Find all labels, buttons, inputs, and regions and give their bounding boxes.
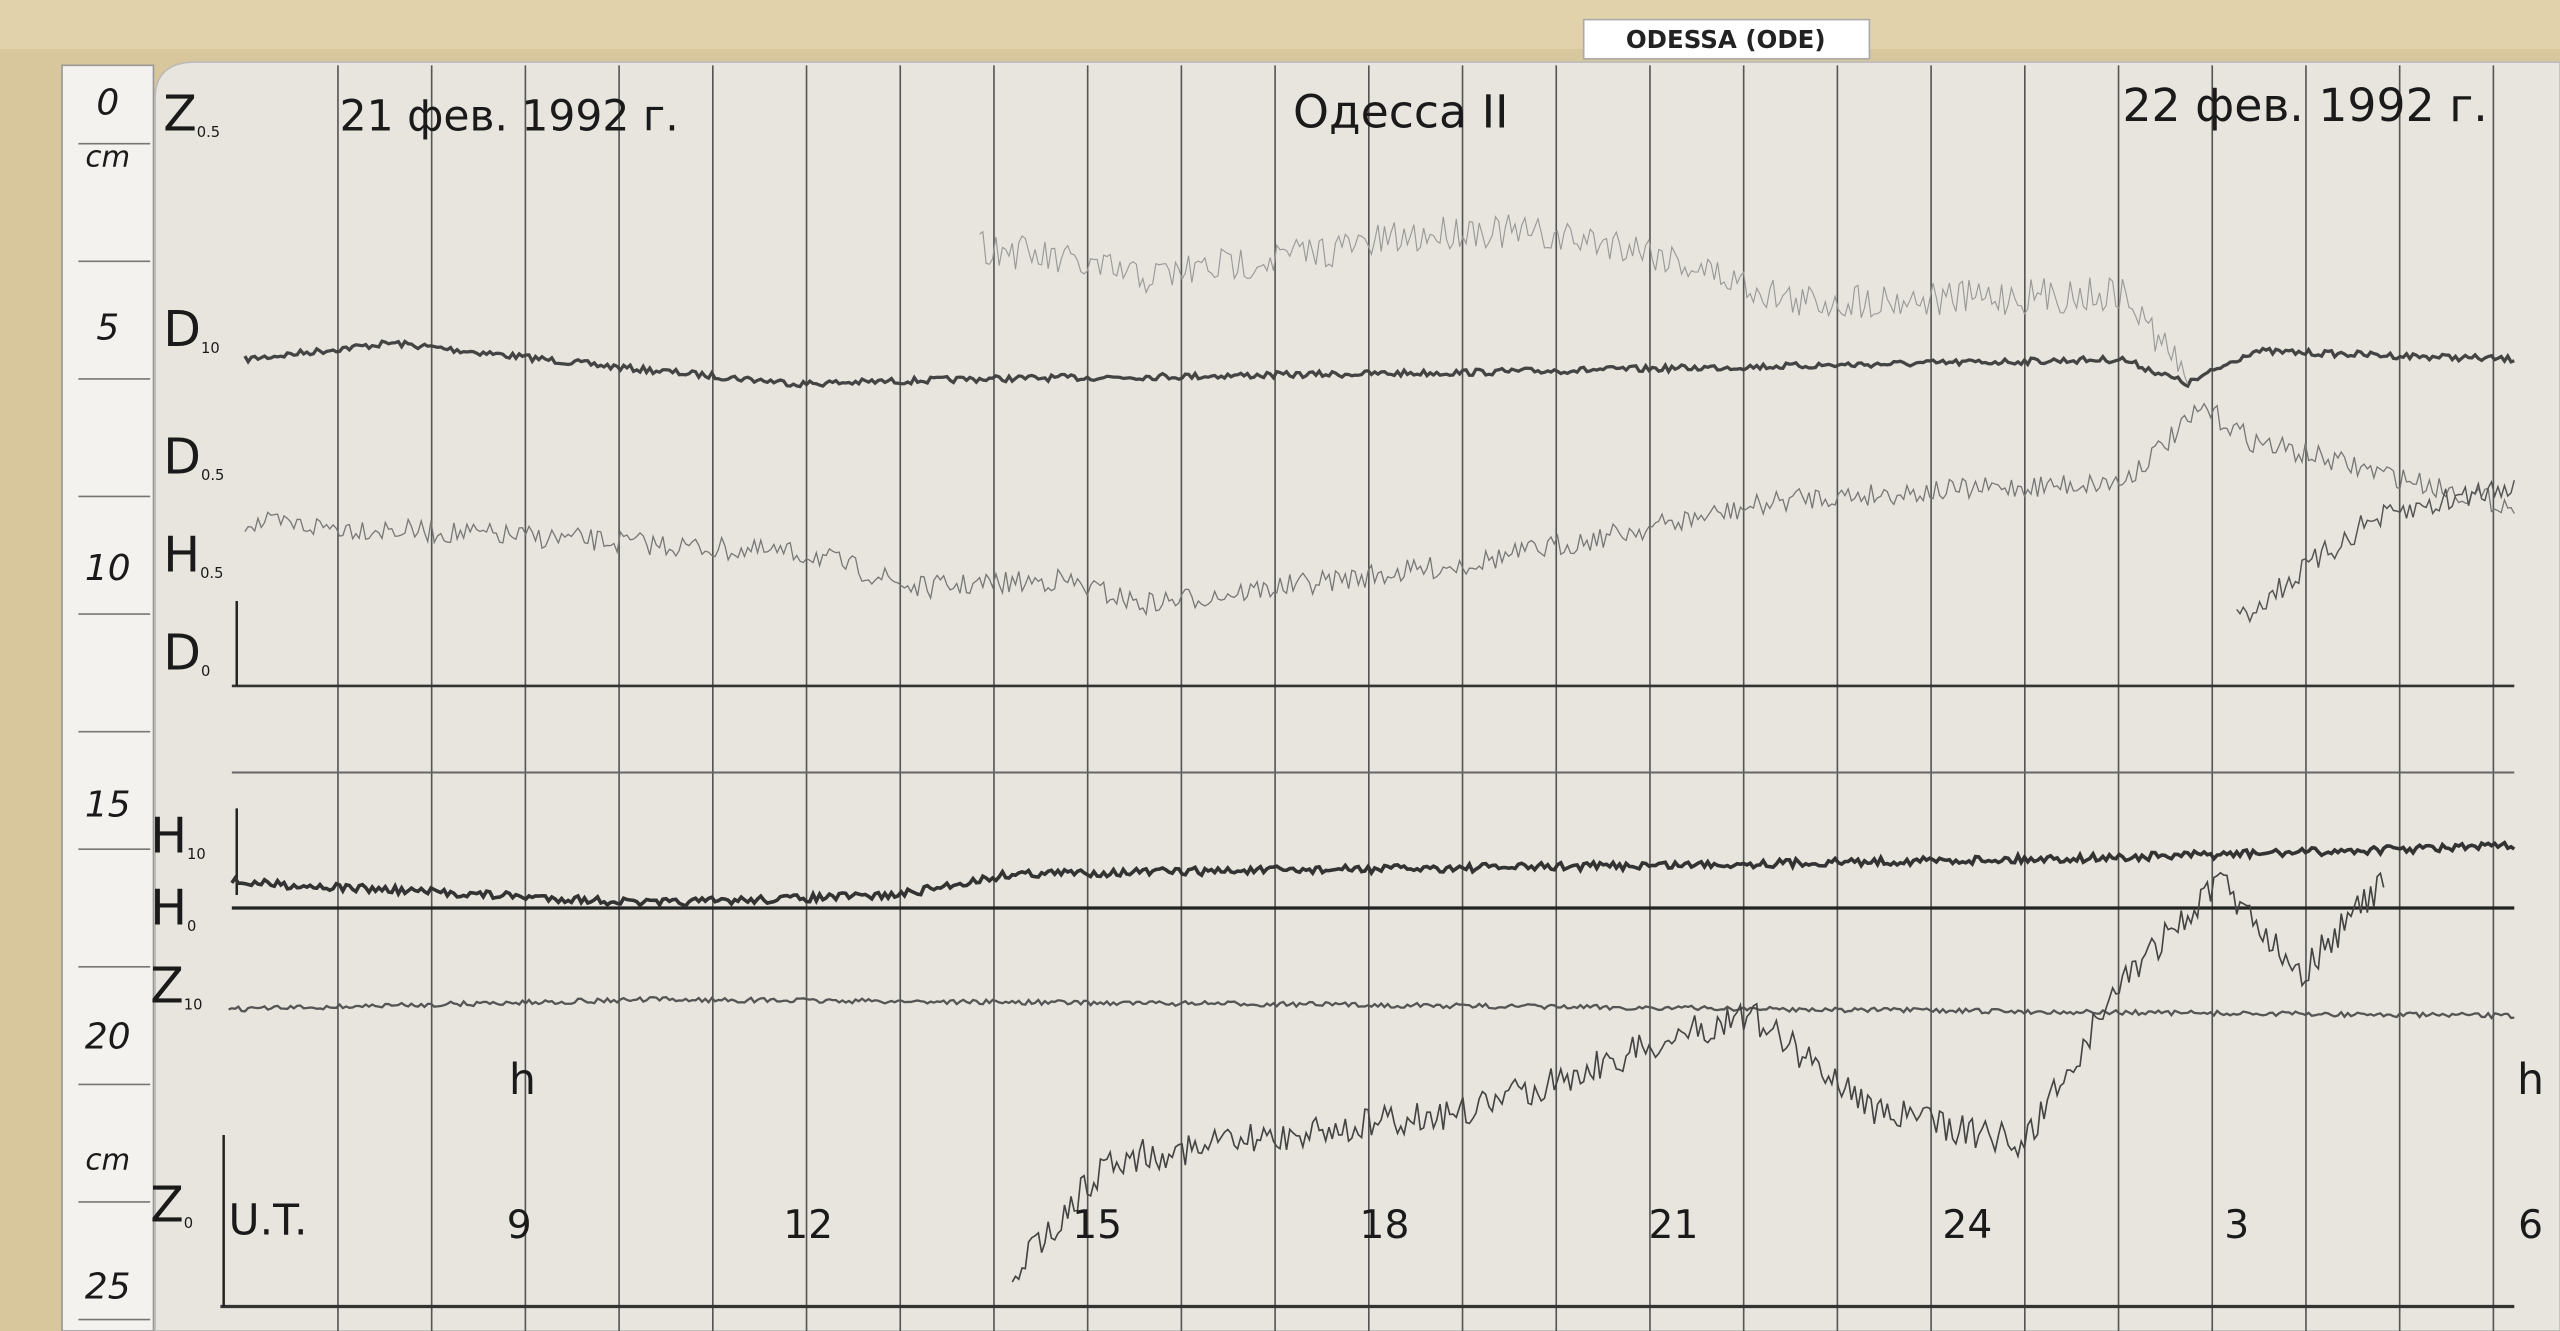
- ruler-label: 25: [85, 1266, 131, 1307]
- trace-label: Z0.5: [163, 86, 220, 143]
- trace-label: H0: [150, 879, 196, 936]
- hour-label: 9: [507, 1203, 532, 1248]
- trace-label: D0: [163, 625, 210, 682]
- ruler-label: 15: [85, 785, 131, 826]
- trace-name: H: [163, 527, 200, 584]
- time-label: U.T.: [229, 1197, 308, 1246]
- hour-label: 15: [1072, 1203, 1122, 1248]
- trace-line: [228, 995, 2515, 1020]
- trace-line: [2236, 479, 2515, 624]
- trace-line: [979, 214, 2189, 385]
- trace-sub: 0.5: [200, 565, 223, 582]
- ruler-label: cm: [85, 1142, 130, 1176]
- trace-name: Z: [150, 1177, 184, 1234]
- trace-line: [244, 402, 2515, 617]
- trace-sub: 0.5: [201, 467, 224, 484]
- hour-label: 3: [2224, 1203, 2249, 1248]
- trace-label: D0.5: [163, 429, 224, 486]
- trace-name: H: [150, 879, 187, 936]
- ruler-strip: [61, 64, 155, 1331]
- trace-sub: 10: [201, 340, 220, 357]
- ruler-label: 10: [85, 548, 131, 589]
- hour-mark: h: [509, 1056, 536, 1105]
- chart-paper: [154, 61, 2560, 1331]
- wallpaper-top: [0, 0, 2560, 49]
- trace-name: H: [150, 807, 187, 864]
- trace-name: D: [163, 625, 201, 682]
- trace-name: D: [163, 301, 201, 358]
- trace-line: [230, 840, 2516, 909]
- hour-label: 24: [1942, 1203, 1992, 1248]
- hour-label: 18: [1360, 1203, 1410, 1248]
- trace-sub: 0: [187, 918, 196, 935]
- trace-sub: 10: [187, 846, 206, 863]
- trace-name: Z: [150, 958, 184, 1015]
- ruler-label: 5: [96, 308, 119, 349]
- hour-label: 21: [1649, 1203, 1699, 1248]
- ruler-label: 20: [85, 1016, 131, 1057]
- date-right: 22 фев. 1992 г.: [2122, 79, 2487, 132]
- labels: 0cm5101520cm25Z0.5D10D0.5H0.5D0H10H0Z10Z…: [85, 82, 2544, 1307]
- hour-label: 12: [783, 1203, 833, 1248]
- hour-mark: h: [2517, 1056, 2544, 1105]
- trace-sub: 0: [184, 1215, 193, 1232]
- hour-label: 6: [2518, 1203, 2543, 1248]
- date-left: 21 фев. 1992 г.: [340, 93, 679, 142]
- trace-name: Z: [163, 86, 197, 143]
- grid: [78, 65, 2515, 1331]
- station-name: Одесса II: [1293, 85, 1508, 138]
- trace-label: H10: [150, 807, 206, 864]
- station-tag-text: ODESSA (ODE): [1626, 25, 1826, 54]
- ruler-label: cm: [85, 140, 130, 174]
- trace-sub: 10: [184, 996, 203, 1013]
- traces: [228, 214, 2516, 1283]
- station-tag: [1582, 18, 1871, 60]
- trace-label: H0.5: [163, 527, 223, 584]
- trace-label: Z10: [150, 958, 202, 1015]
- trace-sub: 0: [201, 663, 210, 680]
- trace-line: [243, 339, 2515, 389]
- trace-label: Z0: [150, 1177, 193, 1234]
- trace-name: D: [163, 429, 201, 486]
- trace-line: [1011, 871, 2385, 1283]
- ruler-label: 0: [96, 82, 119, 123]
- trace-label: D10: [163, 301, 219, 358]
- trace-sub: 0.5: [197, 124, 220, 141]
